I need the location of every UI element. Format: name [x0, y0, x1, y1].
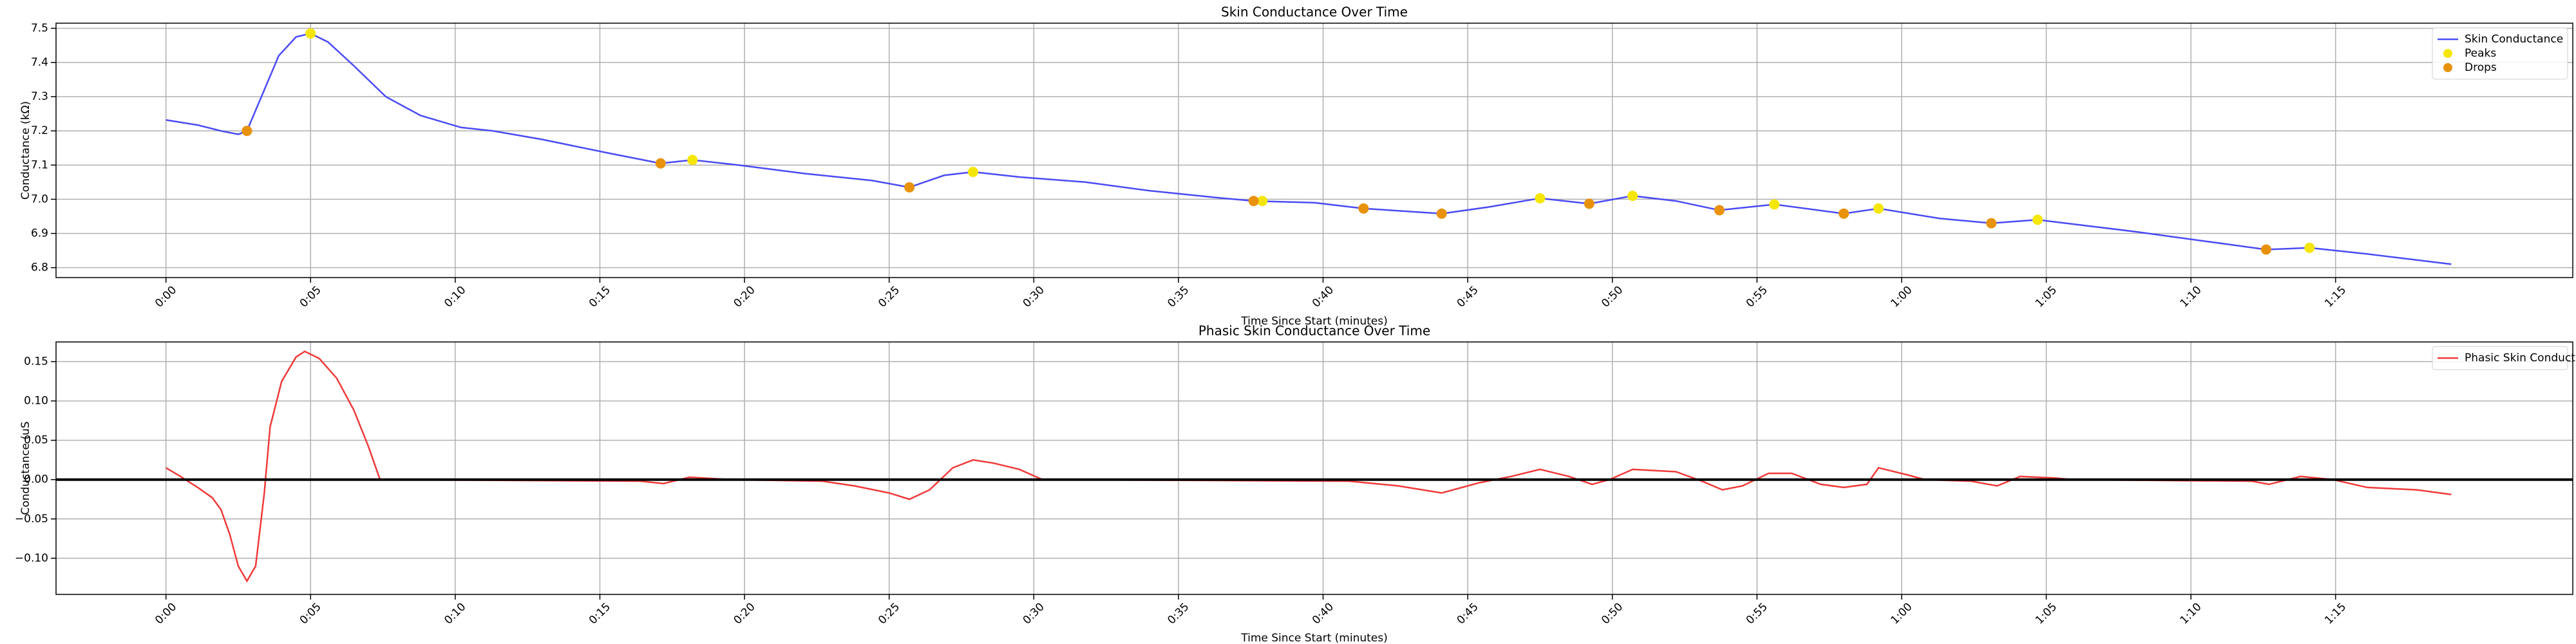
data-point — [1627, 191, 1638, 202]
y-tick-label: 0.00 — [24, 473, 48, 486]
axes-frame — [55, 23, 2573, 278]
x-tick-label: 1:05 — [2033, 283, 2060, 310]
chart-title: Skin Conductance Over Time — [1221, 5, 1408, 20]
x-tick-label: 0:40 — [1310, 283, 1336, 310]
x-tick-label: 0:15 — [587, 600, 613, 627]
axes-frame — [55, 341, 2573, 595]
data-point — [655, 158, 666, 169]
x-tick-label: 1:10 — [2177, 600, 2204, 627]
x-tick-label: 0:35 — [1165, 283, 1191, 310]
chart-title: Phasic Skin Conductance Over Time — [1198, 323, 1430, 339]
y-tick-label: 7.4 — [31, 56, 48, 69]
x-tick-label: 0:20 — [732, 283, 758, 310]
legend-box — [2432, 27, 2568, 80]
x-tick-label: 1:10 — [2177, 283, 2204, 310]
x-tick-label: 0:25 — [876, 283, 902, 310]
legend-label: Skin Conductance — [2465, 33, 2563, 46]
x-tick-label: 0:30 — [1021, 600, 1047, 627]
y-tick-label: 7.2 — [31, 124, 48, 137]
data-point — [1535, 193, 1546, 204]
x-tick-label: 0:00 — [153, 600, 179, 627]
y-axis-label: Conductance (uS — [19, 421, 32, 515]
data-point — [1986, 218, 1997, 229]
legend-marker — [2443, 49, 2452, 58]
x-tick-label: 0:55 — [1744, 283, 1770, 310]
y-tick-label: −0.10 — [15, 552, 48, 565]
x-axis-label: Time Since Start (minutes) — [1240, 315, 1388, 328]
y-tick-label: 7.1 — [31, 158, 48, 171]
x-tick-label: 0:25 — [876, 600, 902, 627]
x-tick-label: 1:15 — [2322, 283, 2349, 310]
legend-box — [2432, 346, 2568, 370]
data-line — [166, 32, 2452, 265]
x-tick-label: 1:05 — [2033, 600, 2060, 627]
data-point — [2032, 214, 2043, 225]
y-tick-label: −0.05 — [15, 513, 48, 526]
y-tick-label: 6.8 — [31, 261, 48, 274]
data-point — [1436, 208, 1447, 219]
x-tick-label: 0:50 — [1599, 600, 1625, 627]
x-tick-label: 0:05 — [298, 283, 324, 310]
y-tick-label: 0.05 — [24, 434, 48, 447]
x-axis-label: Time Since Start (minutes) — [1240, 632, 1388, 644]
legend-label: Phasic Skin Conductance — [2465, 352, 2576, 365]
data-point — [242, 126, 252, 137]
x-tick-label: 0:40 — [1310, 600, 1336, 627]
x-tick-label: 0:10 — [442, 283, 468, 310]
x-tick-label: 1:15 — [2322, 600, 2349, 627]
data-point — [904, 182, 915, 193]
x-tick-label: 0:15 — [587, 283, 613, 310]
data-point — [1714, 205, 1725, 216]
legend-marker — [2443, 63, 2452, 72]
data-point — [1839, 208, 1850, 219]
x-tick-label: 1:00 — [1888, 283, 1915, 310]
data-point — [967, 166, 978, 177]
y-tick-label: 7.3 — [31, 90, 48, 103]
y-tick-label: 0.15 — [24, 355, 48, 368]
data-point — [1584, 198, 1595, 209]
data-point — [305, 28, 316, 39]
x-tick-label: 0:35 — [1165, 600, 1191, 627]
x-tick-label: 0:50 — [1599, 283, 1625, 310]
data-point — [687, 155, 698, 166]
data-point — [2304, 242, 2315, 253]
x-tick-label: 0:55 — [1744, 600, 1770, 627]
data-point — [1248, 196, 1259, 207]
x-tick-label: 0:10 — [442, 600, 468, 627]
data-point — [1769, 199, 1780, 210]
legend: Phasic Skin Conductance — [2432, 346, 2576, 370]
x-tick-label: 0:30 — [1021, 283, 1047, 310]
data-point — [1257, 196, 1268, 207]
y-tick-label: 7.5 — [31, 22, 48, 35]
x-tick-label: 0:45 — [1455, 600, 1481, 627]
legend-label: Peaks — [2465, 47, 2496, 60]
y-tick-label: 7.0 — [31, 193, 48, 205]
y-tick-label: 0.10 — [24, 395, 48, 408]
data-point — [1873, 203, 1884, 214]
y-axis-label: Conductance (kΩ) — [19, 101, 32, 200]
x-tick-label: 0:45 — [1455, 283, 1481, 310]
x-tick-label: 1:00 — [1888, 600, 1915, 627]
x-tick-label: 0:20 — [732, 600, 758, 627]
data-line — [166, 350, 2452, 583]
x-tick-label: 0:00 — [153, 283, 179, 310]
y-tick-label: 6.9 — [31, 227, 48, 240]
data-point — [2260, 244, 2271, 255]
legend-label: Drops — [2465, 61, 2497, 74]
x-tick-label: 0:05 — [298, 600, 324, 627]
data-point — [1358, 203, 1369, 214]
